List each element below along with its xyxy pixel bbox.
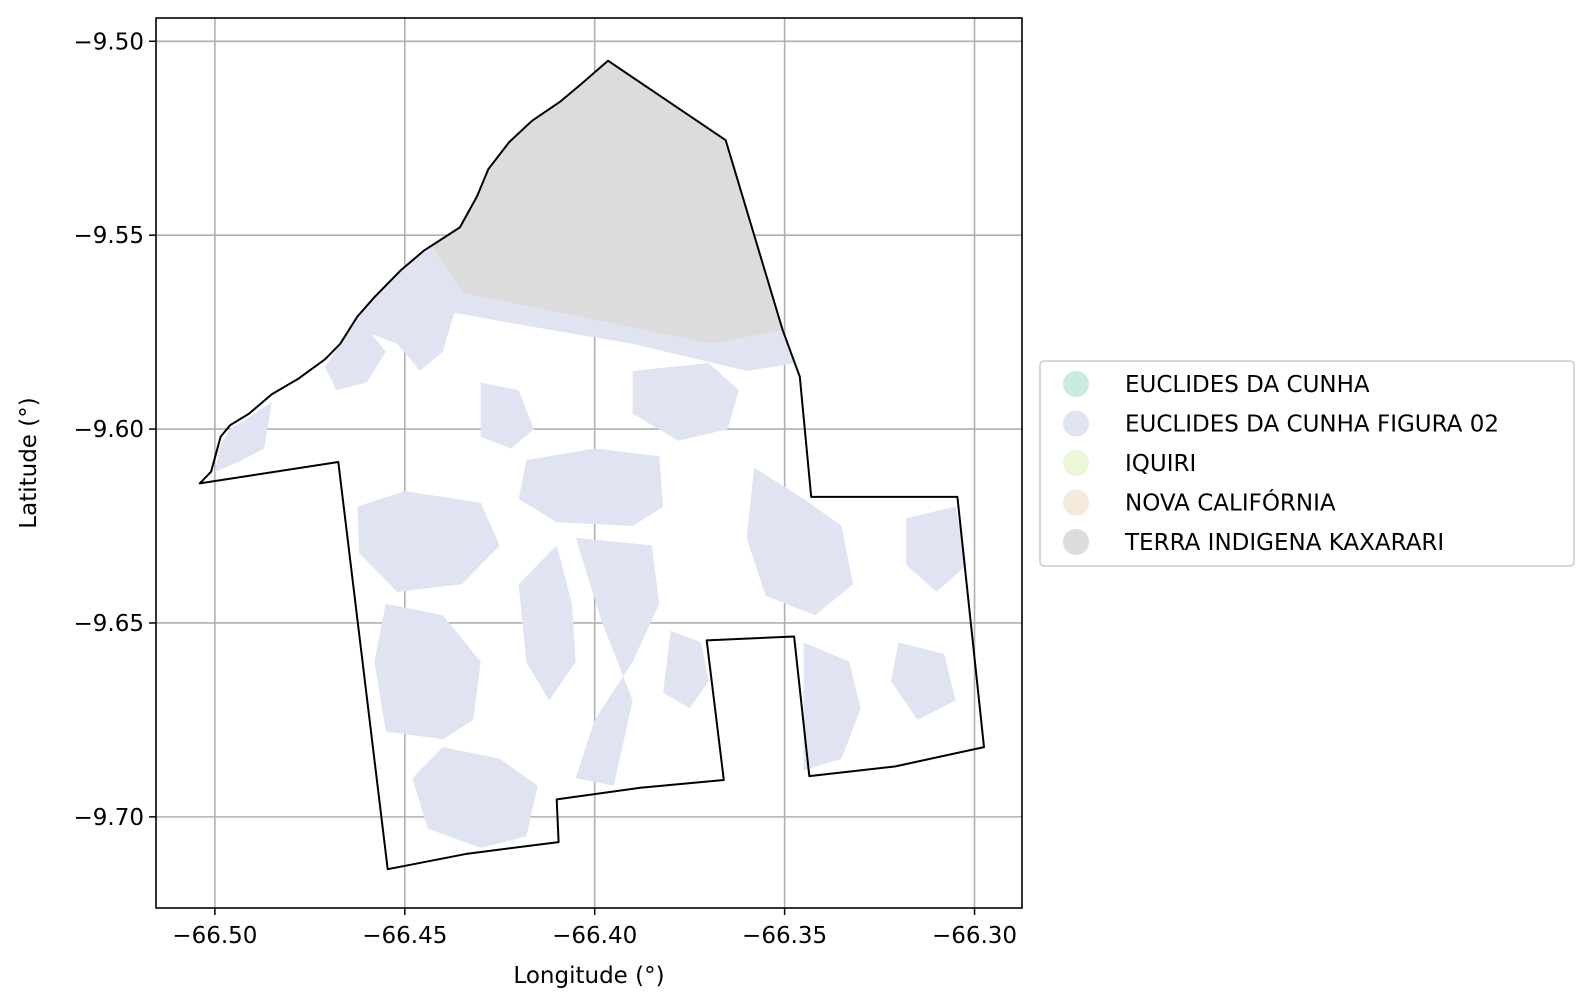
y-axis-label: Latitude (°) [16,397,42,528]
legend-marker [1063,489,1089,516]
area-euclides-da-cunha-figura-02 [891,642,956,720]
legend: EUCLIDES DA CUNHA EUCLIDES DA CUNHA FIGUR… [1039,360,1575,567]
legend-marker [1063,450,1089,476]
x-axis-label: Longitude (°) [513,963,664,989]
area-euclides-da-cunha-figura-02 [357,491,500,592]
legend-label: TERRA INDIGENA KAXARARI [1124,530,1444,556]
area-euclides-da-cunha-figura-02 [374,603,481,740]
x-tick-label: −66.40 [552,923,637,949]
area-euclides-da-cunha-figura-02 [357,246,455,371]
area-euclides-da-cunha-figura-02 [906,506,967,592]
area-euclides-da-cunha-figura-02 [214,401,272,472]
area-euclides-da-cunha-figura-02 [518,545,576,701]
legend-label: NOVA CALIFÓRNIA [1125,489,1336,517]
plot-frame [155,17,1023,909]
legend-box [1039,360,1575,567]
axis-ticks: −66.50 −66.45 −66.40 −66.35 −66.30 −9.50 −9.55… [74,29,1018,949]
legend-marker [1063,371,1089,397]
area-euclides-da-cunha-figura-02 [803,642,861,771]
boundary-outline [198,59,985,871]
area-euclides-da-cunha-figura-02 [518,448,664,526]
map-features [214,60,967,848]
area-euclides-da-cunha-figura-02 [325,316,386,391]
legend-label: EUCLIDES DA CUNHA [1125,372,1370,398]
area-euclides-da-cunha-figura-02 [746,467,853,616]
y-tick-label: −9.65 [74,611,144,637]
area-euclides-da-cunha-figura-02 [575,537,660,786]
x-tick-label: −66.30 [932,923,1017,949]
x-tick-label: −66.45 [362,923,447,949]
area-euclides-da-cunha-figura-02 [412,747,538,848]
boundary-layer [198,59,985,871]
area-euclides-da-cunha-figura-02 [431,246,796,371]
y-tick-label: −9.70 [74,805,144,831]
area-euclides-da-cunha-figura-02 [663,630,709,709]
x-tick-label: −66.50 [172,923,257,949]
legend-marker [1063,529,1089,555]
y-tick-label: −9.55 [74,223,144,249]
x-tick-label: −66.35 [742,923,827,949]
legend-marker [1063,410,1089,437]
area-terra-indigena-kaxarari [431,60,783,344]
area-euclides-da-cunha-figura-02 [480,382,534,449]
area-euclides-da-cunha-figura-02 [632,363,739,441]
y-tick-label: −9.50 [74,29,144,55]
legend-label: EUCLIDES DA CUNHA FIGURA 02 [1125,412,1499,438]
legend-label: IQUIRI [1125,451,1196,477]
y-tick-label: −9.60 [74,417,144,443]
